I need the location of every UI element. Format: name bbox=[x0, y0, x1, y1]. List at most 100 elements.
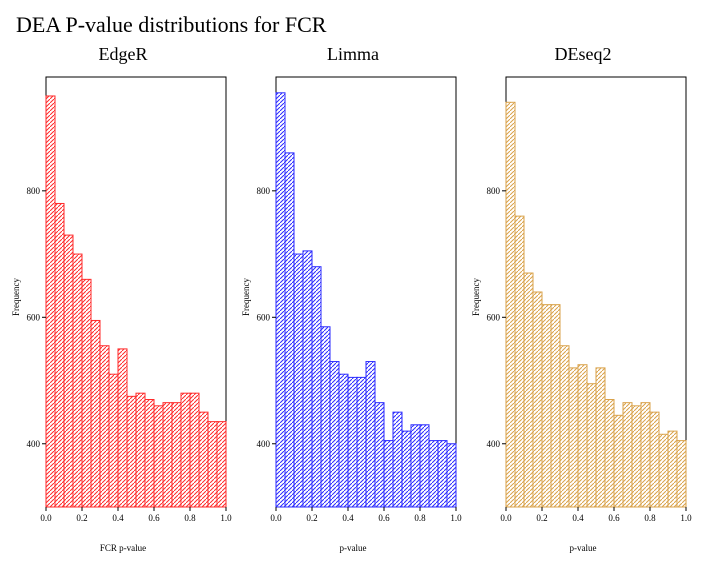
ytick-label: 800 bbox=[27, 186, 41, 196]
bar bbox=[623, 403, 632, 507]
bar bbox=[136, 393, 145, 507]
bar bbox=[542, 305, 551, 507]
ylabel-deseq2: Frequency bbox=[471, 278, 481, 316]
ytick-label: 400 bbox=[257, 439, 271, 449]
ytick-label: 600 bbox=[27, 312, 41, 322]
bar bbox=[118, 349, 127, 507]
histogram-deseq2: 400 600 800 0.0 0.2 0.4 0.6 0.8 1.0 bbox=[470, 67, 696, 527]
bar bbox=[82, 279, 91, 507]
panel-edger: EdgeRFrequency4006008000.00.20.40.60.81.… bbox=[10, 44, 236, 553]
panel-title-deseq2: DEseq2 bbox=[555, 44, 612, 65]
bar bbox=[46, 96, 55, 507]
bar bbox=[668, 431, 677, 507]
xlabel-deseq2: p-value bbox=[570, 543, 597, 553]
bar bbox=[605, 400, 614, 508]
xtick-label: 0.2 bbox=[536, 513, 547, 523]
bar bbox=[73, 254, 82, 507]
bar bbox=[677, 441, 686, 507]
xtick-label: 0.2 bbox=[76, 513, 87, 523]
bar bbox=[641, 403, 650, 507]
bar bbox=[632, 406, 641, 507]
bar bbox=[172, 403, 181, 507]
bar bbox=[109, 374, 118, 507]
bar bbox=[100, 346, 109, 507]
bar bbox=[420, 425, 429, 507]
bar bbox=[199, 412, 208, 507]
bar bbox=[154, 406, 163, 507]
subplot-deseq2: Frequency 400 600 800 0.0 0.2 0.4 0.6 0.8 1.0 bbox=[470, 67, 696, 527]
bar bbox=[650, 412, 659, 507]
panel-title-edger: EdgeR bbox=[99, 44, 148, 65]
bar bbox=[321, 327, 330, 507]
histogram-edger: 400 600 800 0.0 0.2 0.4 0.6 0.8 1.0 bbox=[10, 67, 236, 527]
bar bbox=[515, 216, 524, 507]
bar bbox=[294, 254, 303, 507]
bar bbox=[402, 431, 411, 507]
bar bbox=[303, 251, 312, 507]
bar bbox=[64, 235, 73, 507]
bar bbox=[285, 153, 294, 507]
bar bbox=[366, 362, 375, 507]
subplot-edger: Frequency4006008000.00.20.40.60.81.0 bbox=[10, 67, 236, 527]
panel-limma: Limma Frequency 400 600 800 0.0 0.2 0.4 0.6 0.8 1.… bbox=[240, 44, 466, 553]
bar bbox=[596, 368, 605, 507]
bar bbox=[312, 267, 321, 507]
xlabel-edger: FCR p-value bbox=[100, 543, 146, 553]
panel-deseq2: DEseq2 Frequency 400 600 800 0.0 0.2 0.4 0.6 0.8 1… bbox=[470, 44, 696, 553]
bar bbox=[411, 425, 420, 507]
bar bbox=[533, 292, 542, 507]
bar bbox=[375, 403, 384, 507]
xtick-label: 0.0 bbox=[500, 513, 512, 523]
xtick-label: 1.0 bbox=[450, 513, 462, 523]
xtick-label: 0.8 bbox=[414, 513, 426, 523]
xtick-label: 0.6 bbox=[378, 513, 390, 523]
page-title: DEA P-value distributions for FCR bbox=[16, 12, 702, 38]
bar bbox=[217, 422, 226, 507]
bar bbox=[357, 377, 366, 507]
bar bbox=[569, 368, 578, 507]
bar bbox=[524, 273, 533, 507]
bar bbox=[276, 93, 285, 507]
bar bbox=[55, 203, 64, 507]
subplot-limma: Frequency 400 600 800 0.0 0.2 0.4 0.6 0.8 1.0 bbox=[240, 67, 466, 527]
bar bbox=[506, 102, 515, 507]
bar bbox=[393, 412, 402, 507]
ytick-label: 400 bbox=[487, 439, 501, 449]
bar bbox=[587, 384, 596, 507]
xtick-label: 0.4 bbox=[572, 513, 584, 523]
bar bbox=[145, 400, 154, 508]
ytick-label: 600 bbox=[487, 312, 501, 322]
bar bbox=[560, 346, 569, 507]
bar bbox=[578, 365, 587, 507]
panel-title-limma: Limma bbox=[327, 44, 379, 65]
ytick-label: 800 bbox=[487, 186, 501, 196]
bar bbox=[127, 396, 136, 507]
xtick-label: 1.0 bbox=[220, 513, 232, 523]
xtick-label: 0.8 bbox=[184, 513, 196, 523]
panels-container: EdgeR Frequency 400 600 800 0.0 0.2 0.4 0.6 0.8 1.… bbox=[10, 44, 702, 553]
xtick-label: 1.0 bbox=[680, 513, 692, 523]
bar bbox=[384, 441, 393, 507]
xtick-label: 0.2 bbox=[306, 513, 317, 523]
xtick-label: 0.0 bbox=[270, 513, 282, 523]
xtick-label: 0.4 bbox=[342, 513, 354, 523]
xlabel-limma: p-value bbox=[340, 543, 367, 553]
xtick-label: 0.6 bbox=[148, 513, 160, 523]
xtick-label: 0.4 bbox=[112, 513, 124, 523]
ytick-label: 600 bbox=[257, 312, 271, 322]
ytick-label: 400 bbox=[27, 439, 41, 449]
xtick-label: 0.6 bbox=[608, 513, 620, 523]
bar bbox=[438, 441, 447, 507]
bar bbox=[190, 393, 199, 507]
bar bbox=[659, 434, 668, 507]
bar bbox=[208, 422, 217, 507]
bar bbox=[181, 393, 190, 507]
bar bbox=[163, 403, 172, 507]
bar bbox=[330, 362, 339, 507]
ylabel-limma: Frequency bbox=[241, 278, 251, 316]
xtick-label: 0.0 bbox=[40, 513, 52, 523]
ytick-label: 800 bbox=[257, 186, 271, 196]
xtick-label: 0.8 bbox=[644, 513, 656, 523]
bar bbox=[447, 444, 456, 507]
bar bbox=[348, 377, 357, 507]
